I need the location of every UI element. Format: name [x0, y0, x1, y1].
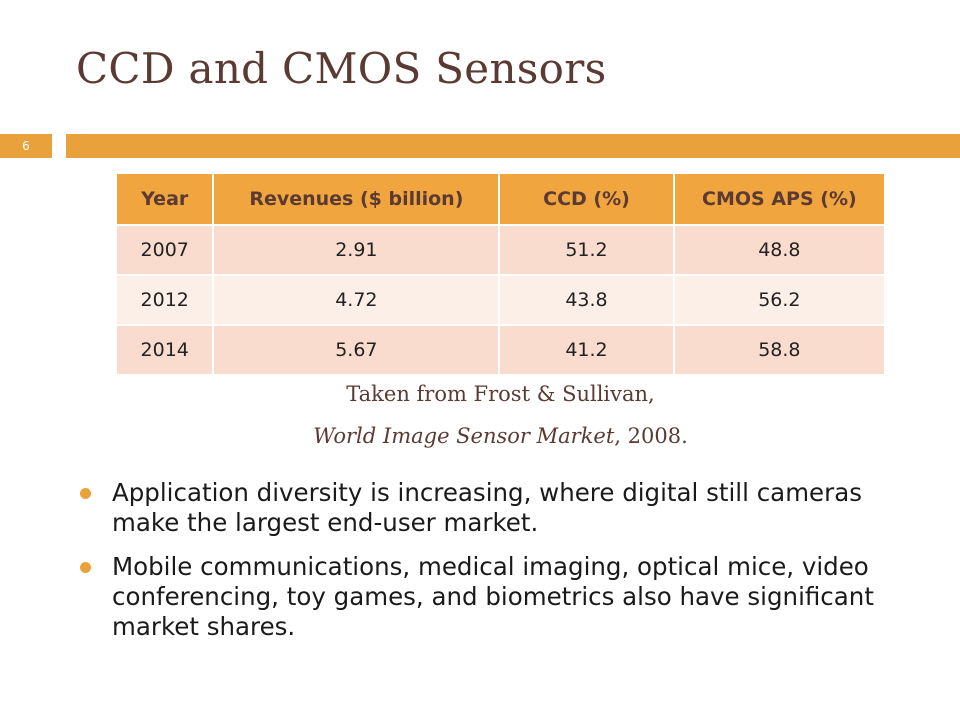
cell-year: 2012 [117, 274, 215, 325]
bullet-dot-icon [80, 488, 91, 499]
table-row: 2007 2.91 51.2 48.8 [117, 224, 884, 275]
bullet-text: Application diversity is increasing, whe… [112, 478, 862, 537]
bullet-dot-icon [80, 562, 91, 573]
bullet-list: Application diversity is increasing, whe… [76, 478, 926, 656]
cell-ccd: 51.2 [499, 224, 675, 275]
cell-revenues: 4.72 [213, 274, 501, 325]
source-citation-line1: Taken from Frost & Sullivan, [346, 382, 655, 406]
table-header-row: Year Revenues ($ billion) CCD (%) CMOS A… [117, 174, 884, 225]
header-divider-bar [66, 134, 960, 158]
cell-cmos: 56.2 [673, 274, 884, 325]
cell-revenues: 2.91 [213, 224, 501, 275]
column-header-revenues: Revenues ($ billion) [213, 174, 501, 225]
cell-year: 2014 [117, 324, 215, 374]
column-header-year: Year [117, 174, 215, 225]
bullet-text: Mobile communications, medical imaging, … [112, 552, 874, 641]
cell-cmos: 48.8 [673, 224, 884, 275]
source-publication-year: , 2008. [614, 424, 688, 448]
table-row: 2012 4.72 43.8 56.2 [117, 274, 884, 325]
cell-ccd: 43.8 [499, 274, 675, 325]
list-item: Application diversity is increasing, whe… [76, 478, 926, 538]
cell-ccd: 41.2 [499, 324, 675, 374]
cell-revenues: 5.67 [213, 324, 501, 374]
page-number-bar [0, 134, 52, 158]
source-citation-line2: World Image Sensor Market, 2008. [117, 424, 884, 448]
cell-cmos: 58.8 [673, 324, 884, 374]
cell-year: 2007 [117, 224, 215, 275]
column-header-ccd: CCD (%) [499, 174, 675, 225]
sensor-market-table: Year Revenues ($ billion) CCD (%) CMOS A… [117, 174, 884, 374]
page-number: 6 [22, 139, 30, 153]
column-header-cmos: CMOS APS (%) [673, 174, 884, 225]
list-item: Mobile communications, medical imaging, … [76, 552, 926, 642]
source-publication-title: World Image Sensor Market [313, 424, 615, 448]
slide-title: CCD and CMOS Sensors [76, 44, 607, 93]
table-row: 2014 5.67 41.2 58.8 [117, 324, 884, 374]
